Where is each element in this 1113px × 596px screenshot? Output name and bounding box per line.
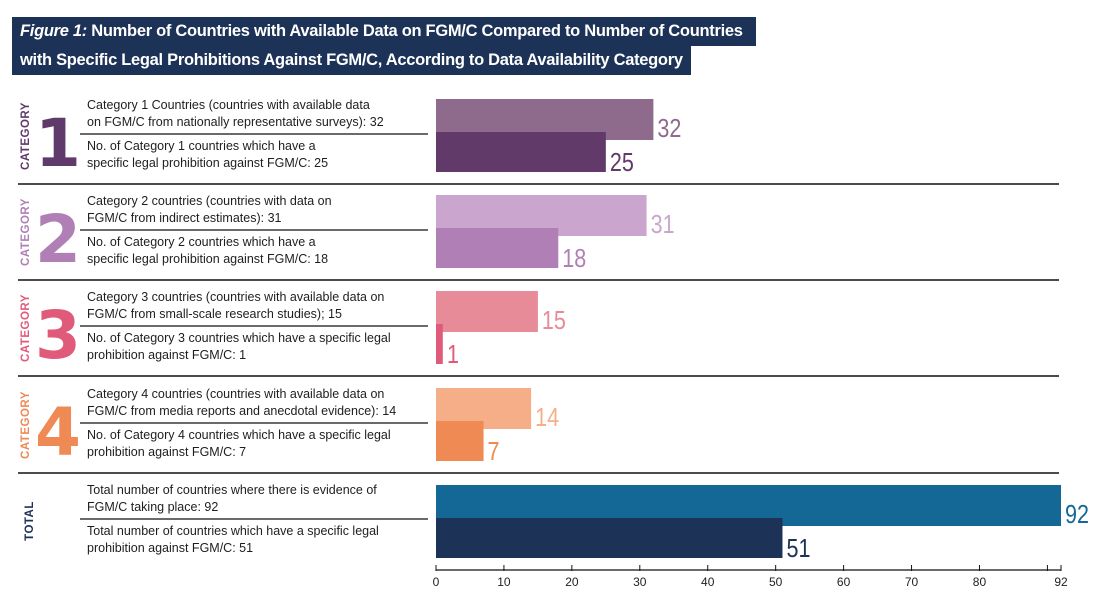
row-text-line1: No. of Category 1 countries which have a [87, 139, 316, 153]
bar-legal-prohibition [436, 132, 606, 172]
row-text-line1: Category 4 countries (countries with ava… [87, 387, 384, 401]
x-axis-tick-label: 30 [633, 575, 647, 589]
row-text-line2: FGM/C from indirect estimates): 31 [87, 211, 282, 225]
category-number: 3 [35, 297, 81, 374]
bar-value-label: 1 [447, 339, 459, 369]
row-text-line2: specific legal prohibition against FGM/C… [87, 156, 328, 170]
row-text-line1: Category 1 Countries (countries with ava… [87, 98, 370, 112]
row-text-line2: prohibition against FGM/C: 1 [87, 348, 246, 362]
bar-value-label: 18 [562, 243, 586, 273]
category-side-label: CATEGORY [20, 102, 32, 170]
row-text-line2: prohibition against FGM/C: 7 [87, 445, 246, 459]
row-text-line2: specific legal prohibition against FGM/C… [87, 252, 328, 266]
figure-title-line2: with Specific Legal Prohibitions Against… [20, 51, 683, 69]
bar-value-label: 31 [651, 209, 675, 239]
x-axis-tick-label: 70 [905, 575, 919, 589]
row-text-line2: FGM/C taking place: 92 [87, 500, 218, 514]
x-axis-tick-label: 10 [497, 575, 511, 589]
bar-total-data [436, 291, 538, 332]
x-axis-tick-label: 0 [433, 575, 440, 589]
row-text-line1: No. of Category 3 countries which have a… [87, 331, 391, 345]
row-text-line2: prohibition against FGM/C: 51 [87, 541, 253, 555]
bar-value-label: 92 [1065, 499, 1089, 529]
x-axis-tick-label: 92 [1054, 575, 1068, 589]
figure-title-prefix: Figure 1: [20, 22, 87, 40]
row-text-line2: FGM/C from small-scale research studies)… [87, 307, 342, 321]
x-axis-tick-label: 80 [973, 575, 987, 589]
row-text-line1: Category 2 countries (countries with dat… [87, 194, 332, 208]
row-text-line1: Total number of countries where there is… [87, 483, 377, 497]
category-side-label: CATEGORY [20, 391, 32, 459]
x-axis-tick-label: 20 [565, 575, 579, 589]
category-side-label: CATEGORY [20, 294, 32, 362]
figure-title-second-line: with Specific Legal Prohibitions Against… [12, 46, 691, 75]
bar-value-label: 14 [535, 402, 559, 432]
category-number: 4 [35, 394, 81, 471]
total-side-label: TOTAL [24, 501, 36, 541]
bar-legal-prohibition [436, 518, 783, 558]
x-axis-tick-label: 40 [701, 575, 715, 589]
bar-value-label: 15 [542, 305, 566, 335]
row-text-line2: on FGM/C from nationally representative … [87, 115, 384, 129]
row-text-line1: Total number of countries which have a s… [87, 524, 379, 538]
bar-value-label: 32 [657, 113, 681, 143]
x-axis-tick-label: 60 [837, 575, 851, 589]
row-text-line1: No. of Category 2 countries which have a [87, 235, 316, 249]
bar-legal-prohibition [436, 228, 559, 268]
figure-title-line1: Number of Countries with Available Data … [91, 22, 743, 40]
row-text-line2: FGM/C from media reports and anecdotal e… [87, 404, 396, 418]
figure-title: Figure 1: Number of Countries with Avail… [12, 17, 756, 46]
category-number: 1 [35, 105, 81, 182]
bar-legal-prohibition [436, 324, 443, 364]
bar-legal-prohibition [436, 421, 484, 461]
bar-value-label: 7 [488, 436, 500, 466]
bar-value-label: 25 [610, 147, 634, 177]
bar-value-label: 51 [786, 533, 810, 563]
category-number: 2 [35, 201, 81, 278]
row-text-line1: Category 3 countries (countries with ava… [87, 290, 384, 304]
x-axis-tick-label: 50 [769, 575, 783, 589]
category-side-label: CATEGORY [20, 198, 32, 266]
row-text-line1: No. of Category 4 countries which have a… [87, 428, 391, 442]
